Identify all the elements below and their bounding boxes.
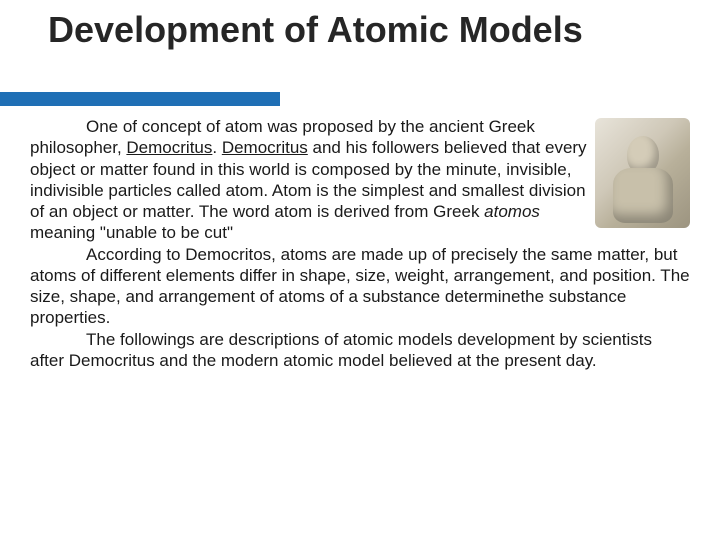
- democritus-bust-image: [595, 118, 690, 228]
- slide-title: Development of Atomic Models: [0, 0, 720, 50]
- paragraph-3: The followings are descriptions of atomi…: [30, 329, 690, 372]
- p1-italic-1: atomos: [484, 202, 540, 221]
- paragraph-1: One of concept of atom was proposed by t…: [30, 116, 690, 244]
- title-accent-bar: [0, 92, 280, 106]
- p1-underline-1: Democritus: [126, 138, 212, 157]
- p1-text-2: .: [212, 138, 221, 157]
- paragraph-2: According to Democritos, atoms are made …: [30, 244, 690, 329]
- slide-body: One of concept of atom was proposed by t…: [30, 116, 690, 371]
- p1-underline-2: Democritus: [222, 138, 308, 157]
- p1-text-4: meaning "unable to be cut": [30, 223, 233, 242]
